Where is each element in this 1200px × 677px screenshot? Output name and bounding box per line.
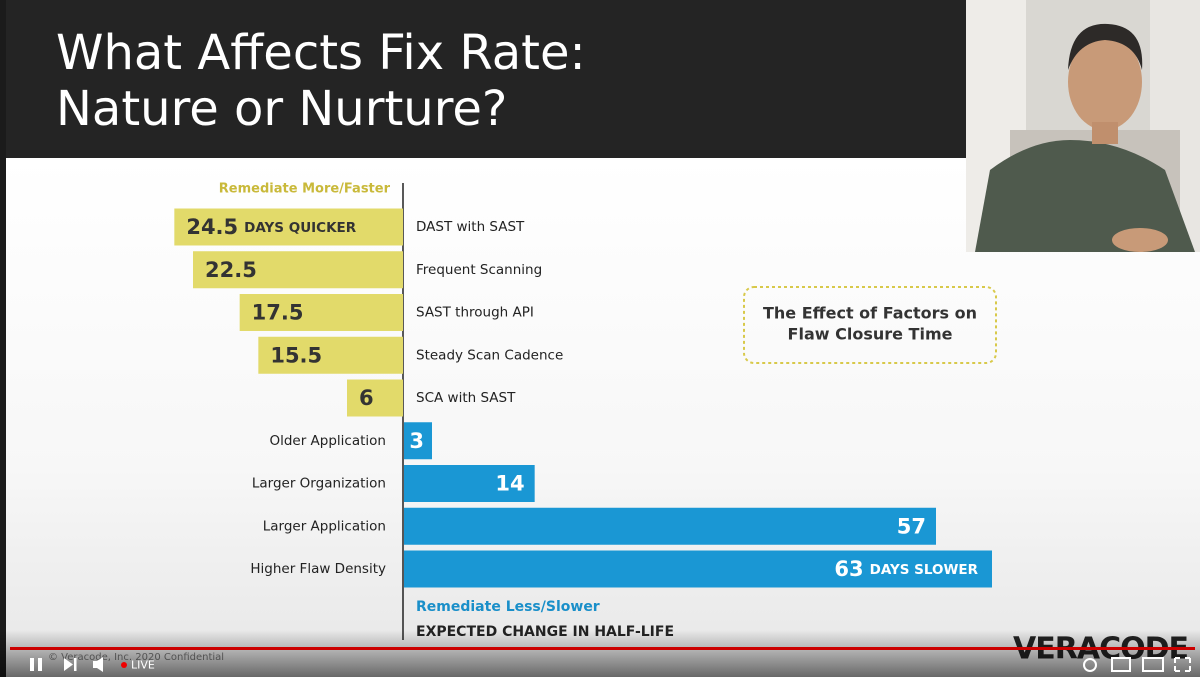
volume-button[interactable] [93, 657, 103, 672]
bar [258, 336, 403, 374]
category-label: SAST through API [416, 305, 534, 321]
live-dot [121, 662, 127, 668]
callout-text: Flaw Closure Time [788, 325, 953, 344]
value-label: 24.5 [186, 215, 238, 239]
bar [404, 422, 432, 460]
callout-box [743, 286, 997, 364]
title-bar [6, 0, 966, 158]
value-label: 63 [834, 557, 863, 581]
category-label: Older Application [269, 433, 386, 449]
settings-button[interactable] [1083, 658, 1097, 672]
bar [404, 550, 992, 588]
value-label: 15.5 [270, 343, 322, 367]
slide-title: What Affects Fix Rate: [56, 25, 586, 81]
legend-label: Remediate More/Faster [219, 182, 391, 197]
miniplayer-button[interactable] [1111, 657, 1131, 672]
callout-text: The Effect of Factors on [763, 304, 977, 323]
bar [239, 294, 403, 331]
value-note: DAYS SLOWER [870, 562, 979, 578]
category-label: Larger Application [263, 518, 386, 534]
live-label[interactable]: LIVE [131, 659, 155, 672]
value-note: DAYS QUICKER [244, 220, 357, 236]
category-label: Frequent Scanning [416, 262, 542, 278]
category-label: Larger Organization [252, 476, 386, 492]
value-label: 3 [409, 429, 424, 453]
theater-button[interactable] [1142, 657, 1164, 672]
bar [404, 507, 936, 545]
value-label: 6 [359, 386, 374, 410]
value-label: 14 [495, 472, 524, 496]
webcam [966, 0, 1200, 252]
legend-label: Remediate Less/Slower [416, 599, 600, 615]
next-button[interactable] [64, 658, 77, 671]
value-label: 57 [897, 514, 926, 538]
bar [174, 208, 403, 246]
bar [347, 379, 403, 417]
category-label: Steady Scan Cadence [416, 347, 563, 363]
slide-title: Nature or Nurture? [56, 81, 507, 137]
category-label: Higher Flaw Density [250, 561, 386, 577]
value-label: 17.5 [252, 301, 304, 325]
value-label: 22.5 [205, 258, 257, 282]
fullscreen-button[interactable] [1174, 657, 1191, 672]
pause-button[interactable] [38, 658, 42, 671]
category-label: SCA with SAST [416, 390, 516, 406]
pause-button[interactable] [30, 658, 34, 671]
chart: Remediate More/Faster DAST with SAST 24.5 D… [174, 182, 992, 640]
bar [193, 251, 403, 289]
progress-bar[interactable] [10, 647, 1195, 650]
bar [404, 465, 535, 502]
category-label: DAST with SAST [416, 219, 525, 235]
player-controls: LIVE [0, 630, 1200, 677]
